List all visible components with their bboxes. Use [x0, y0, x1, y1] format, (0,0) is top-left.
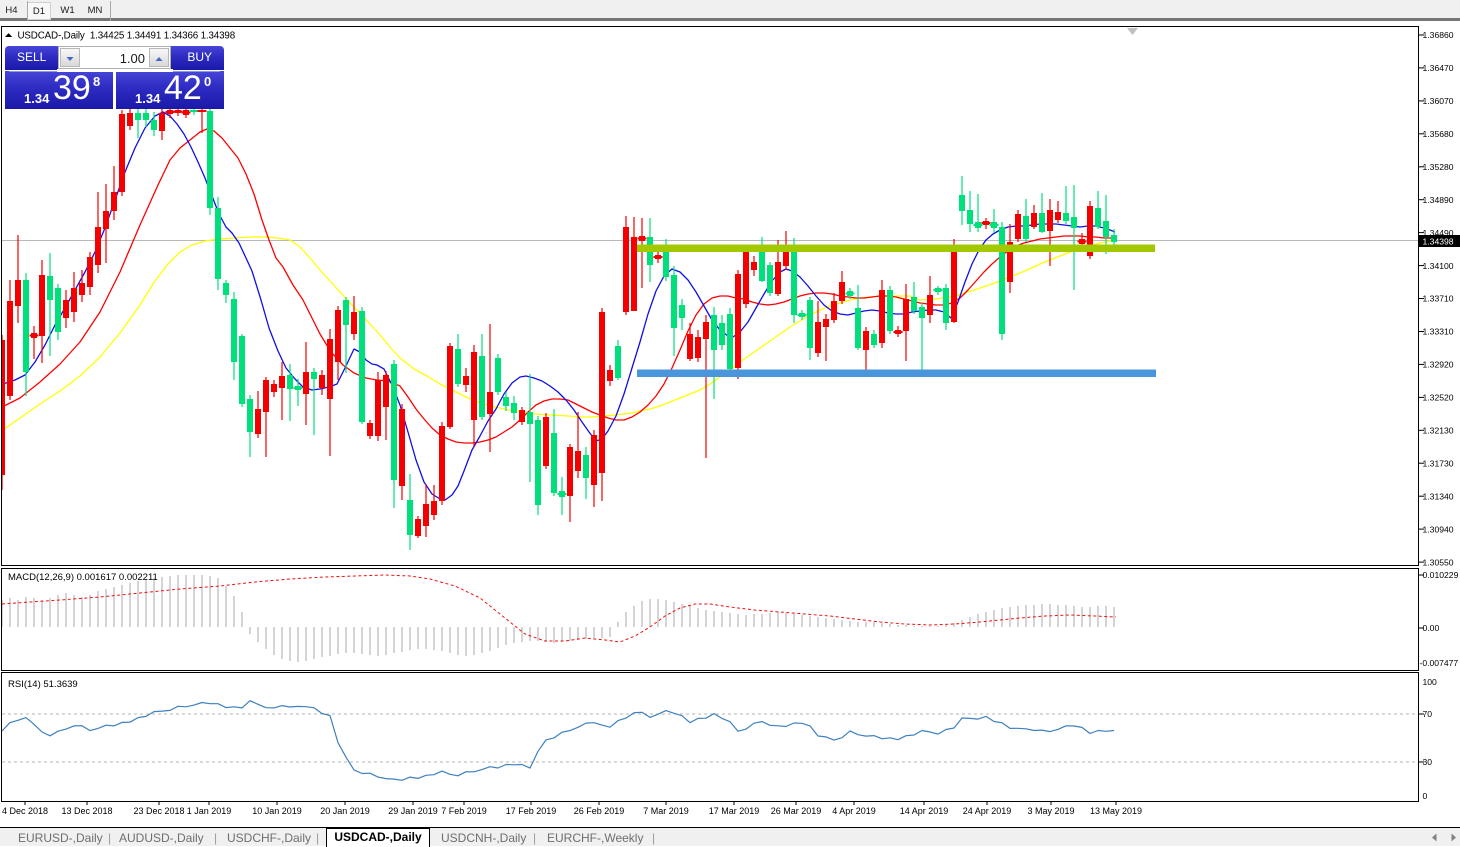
svg-text:4 Apr 2019: 4 Apr 2019: [832, 806, 876, 816]
svg-text:100: 100: [1423, 677, 1438, 687]
svg-text:0.010229: 0.010229: [1423, 570, 1459, 580]
svg-text:1.33710: 1.33710: [1423, 294, 1454, 304]
svg-text:1.36860: 1.36860: [1423, 30, 1454, 40]
svg-text:-0.007477: -0.007477: [1420, 658, 1459, 668]
svg-text:1.34890: 1.34890: [1423, 195, 1454, 205]
svg-text:26 Mar 2019: 26 Mar 2019: [771, 806, 822, 816]
svg-text:1.31340: 1.31340: [1423, 491, 1454, 501]
svg-text:17 Feb 2019: 17 Feb 2019: [506, 806, 557, 816]
svg-text:1.33310: 1.33310: [1423, 327, 1454, 337]
svg-text:70: 70: [1423, 709, 1433, 719]
svg-text:17 Mar 2019: 17 Mar 2019: [709, 806, 760, 816]
svg-text:1.32130: 1.32130: [1423, 426, 1454, 436]
svg-text:4 Dec 2018: 4 Dec 2018: [2, 806, 48, 816]
svg-text:1.36070: 1.36070: [1423, 96, 1454, 106]
svg-text:13 May 2019: 13 May 2019: [1090, 806, 1142, 816]
svg-text:1.32920: 1.32920: [1423, 360, 1454, 370]
svg-text:14 Apr 2019: 14 Apr 2019: [900, 806, 949, 816]
svg-text:1.30940: 1.30940: [1423, 524, 1454, 534]
svg-text:10 Jan 2019: 10 Jan 2019: [252, 806, 302, 816]
svg-text:1.35680: 1.35680: [1423, 129, 1454, 139]
svg-text:0.00: 0.00: [1423, 623, 1440, 633]
svg-text:1.30550: 1.30550: [1423, 557, 1454, 567]
svg-text:7 Mar 2019: 7 Mar 2019: [643, 806, 689, 816]
svg-text:0: 0: [1423, 791, 1428, 801]
svg-text:23 Dec 2018: 23 Dec 2018: [133, 806, 184, 816]
svg-text:1.36470: 1.36470: [1423, 63, 1454, 73]
svg-text:26 Feb 2019: 26 Feb 2019: [574, 806, 625, 816]
svg-text:1 Jan 2019: 1 Jan 2019: [187, 806, 232, 816]
svg-text:30: 30: [1423, 757, 1433, 767]
svg-text:USDCAD-,Daily 1.34425 1.34491: USDCAD-,Daily 1.34425 1.34491 1.34366 1.…: [18, 31, 236, 42]
svg-text:1.32520: 1.32520: [1423, 393, 1454, 403]
svg-text:7 Feb 2019: 7 Feb 2019: [441, 806, 487, 816]
svg-text:1.34490: 1.34490: [1423, 228, 1454, 238]
svg-text:RSI(14) 51.3639: RSI(14) 51.3639: [8, 679, 78, 690]
svg-text:1.34100: 1.34100: [1423, 261, 1454, 271]
svg-text:24 Apr 2019: 24 Apr 2019: [963, 806, 1012, 816]
svg-text:29 Jan 2019: 29 Jan 2019: [388, 806, 438, 816]
svg-text:3 May 2019: 3 May 2019: [1027, 806, 1074, 816]
svg-text:1.31730: 1.31730: [1423, 458, 1454, 468]
svg-text:1.35280: 1.35280: [1423, 162, 1454, 172]
svg-text:20 Jan 2019: 20 Jan 2019: [320, 806, 370, 816]
svg-text:13 Dec 2018: 13 Dec 2018: [61, 806, 112, 816]
svg-text:MACD(12,26,9) 0.001617 0.00221: MACD(12,26,9) 0.001617 0.002211: [8, 572, 158, 583]
svg-text:1.34398: 1.34398: [1423, 236, 1454, 246]
